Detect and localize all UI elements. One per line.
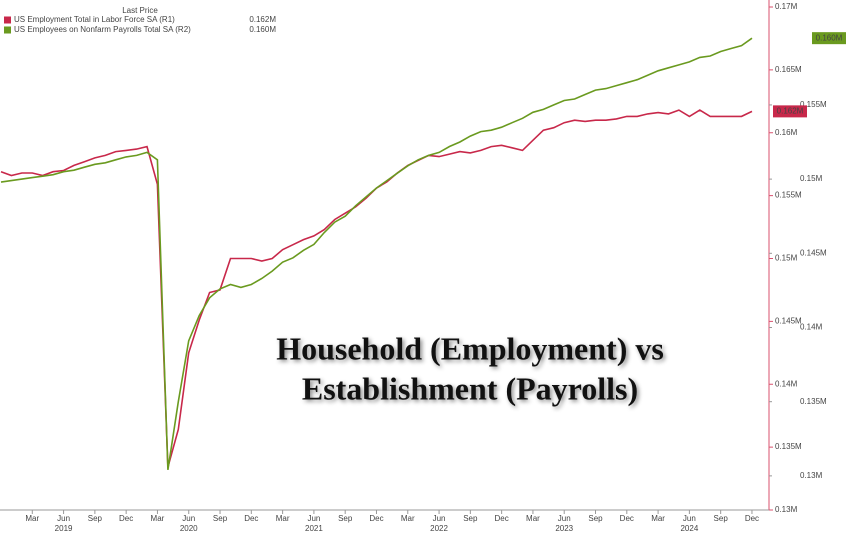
last-price-label: 0.162M [777,106,804,115]
x-year-label: 2021 [305,524,323,533]
x-tick-label: Sep [213,514,228,523]
y-tick-label: 0.135M [775,442,802,451]
x-tick-label: Mar [276,514,290,523]
y-tick-label: 0.13M [775,505,798,514]
last-price-tag [773,105,807,118]
x-tick-label: Dec [244,514,258,523]
annotation: Establishment (Payrolls) [302,370,638,406]
y2-tick-label: 0.135M [800,397,827,406]
y2-tick-label: 0.14M [800,323,823,332]
x-year-label: 2023 [555,524,573,533]
y-tick-label: 0.155M [775,191,802,200]
x-tick-label: Sep [463,514,478,523]
x-tick-label: Sep [88,514,103,523]
legend-title: Last Price [122,6,158,15]
y-tick-label: 0.15M [775,254,798,263]
x-tick-label: Jun [558,514,571,523]
x-tick-label: Jun [433,514,446,523]
x-tick-label: Dec [119,514,133,523]
x-year-label: 2019 [55,524,73,533]
x-tick-label: Dec [495,514,509,523]
y2-tick-label: 0.145M [800,248,827,257]
y2-tick-label: 0.15M [800,174,823,183]
x-tick-label: Jun [683,514,696,523]
last-price-label: 0.160M [816,33,843,42]
legend-label: US Employment Total in Labor Force SA (R… [14,15,175,24]
annotation: Household (Employment) vs [276,330,664,366]
x-tick-label: Dec [369,514,383,523]
y-tick-label: 0.14M [775,379,798,388]
series-line [0,37,753,471]
legend-value: 0.160M [249,25,276,34]
x-tick-label: Sep [588,514,603,523]
x-tick-label: Jun [57,514,70,523]
x-tick-label: Mar [651,514,665,523]
last-price-tag [812,32,846,45]
legend-label: US Employees on Nonfarm Payrolls Total S… [14,25,191,34]
legend-value: 0.162M [249,15,276,24]
x-tick-label: Dec [745,514,759,523]
x-tick-label: Dec [620,514,634,523]
x-year-label: 2020 [180,524,198,533]
x-tick-label: Mar [151,514,165,523]
y-tick-label: 0.16M [775,128,798,137]
legend-swatch [4,16,11,24]
x-tick-label: Sep [338,514,353,523]
x-tick-label: Mar [25,514,39,523]
x-tick-label: Mar [526,514,540,523]
y-tick-label: 0.145M [775,316,802,325]
x-tick-label: Jun [182,514,195,523]
legend-swatch [4,26,11,34]
x-year-label: 2024 [680,524,698,533]
x-tick-label: Mar [401,514,415,523]
x-tick-label: Jun [307,514,320,523]
x-tick-label: Sep [714,514,729,523]
y2-tick-label: 0.155M [800,100,827,109]
x-year-label: 2022 [430,524,448,533]
y2-tick-label: 0.13M [800,471,823,480]
y-tick-label: 0.17M [775,2,798,11]
legend-box [2,4,280,40]
y-tick-label: 0.165M [775,65,802,74]
